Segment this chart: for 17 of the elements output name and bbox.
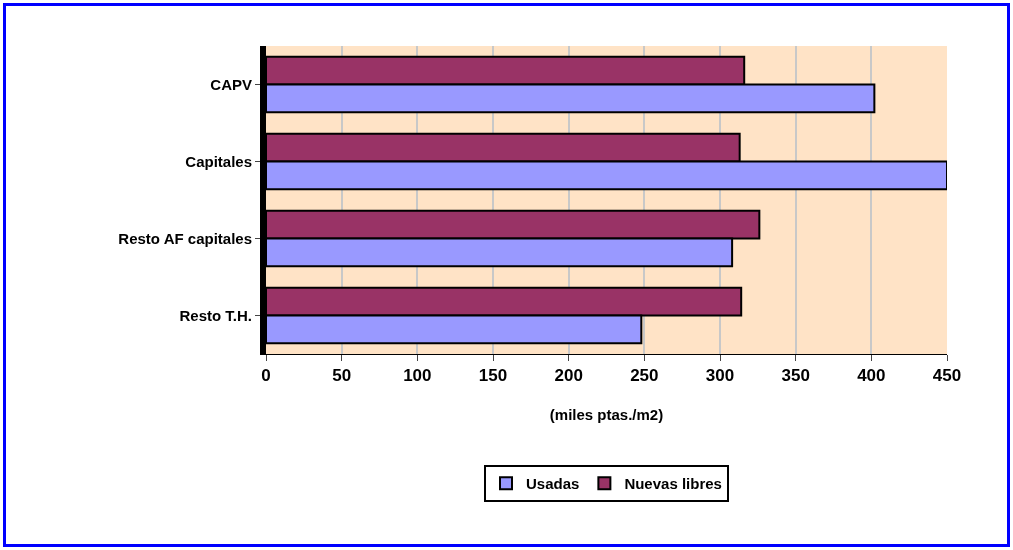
x-tick-label: 300 (705, 366, 735, 386)
legend-label: Usadas (526, 474, 580, 492)
x-axis-title: (miles ptas./m2) (549, 406, 664, 424)
x-tick-label: 350 (781, 366, 810, 386)
x-tick-label: 100 (403, 366, 432, 386)
legend-label: Nuevas libres (624, 474, 722, 492)
x-tick-label: 150 (478, 366, 508, 386)
x-tick-label: 450 (932, 366, 962, 386)
x-tick-label: 0 (261, 366, 271, 386)
x-tick-label: 400 (857, 366, 886, 386)
y-tick-label: CAPV (210, 75, 252, 93)
x-tick-label: 250 (630, 366, 659, 386)
y-tick-label: Resto AF capitales (118, 229, 252, 247)
x-tick-label: 50 (332, 366, 352, 386)
y-tick-label: Resto T.H. (179, 306, 252, 324)
x-tick-label: 200 (554, 366, 583, 386)
y-tick-label: Capitales (185, 152, 252, 170)
